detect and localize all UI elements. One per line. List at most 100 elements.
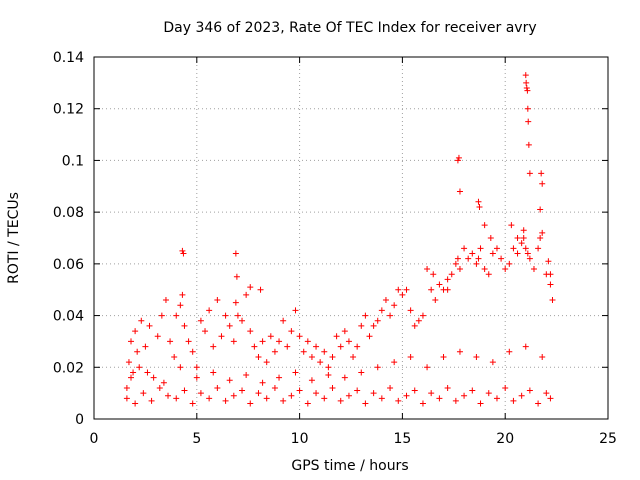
y-tick-label: 0.08 bbox=[53, 205, 84, 221]
data-point bbox=[292, 369, 299, 376]
data-point bbox=[403, 392, 410, 399]
data-point bbox=[444, 286, 451, 293]
data-point bbox=[280, 317, 287, 324]
data-point bbox=[132, 328, 139, 335]
data-point bbox=[247, 328, 254, 335]
grid-layer bbox=[94, 57, 608, 419]
data-point bbox=[181, 387, 188, 394]
data-point bbox=[454, 255, 461, 262]
data-point bbox=[454, 157, 461, 164]
data-point bbox=[243, 372, 250, 379]
data-point bbox=[181, 322, 188, 329]
data-point bbox=[156, 384, 163, 391]
data-point bbox=[465, 255, 472, 262]
data-point bbox=[370, 322, 377, 329]
data-point bbox=[522, 245, 529, 252]
data-point bbox=[255, 353, 262, 360]
data-point bbox=[259, 379, 266, 386]
data-point bbox=[510, 397, 517, 404]
data-point bbox=[197, 317, 204, 324]
data-point bbox=[382, 297, 389, 304]
data-point bbox=[428, 286, 435, 293]
data-point bbox=[535, 400, 542, 407]
y-axis-label: ROTI / TECUs bbox=[6, 192, 22, 284]
data-point bbox=[263, 395, 270, 402]
y-tick-label: 0 bbox=[75, 412, 84, 428]
data-point bbox=[476, 203, 483, 210]
data-point bbox=[444, 384, 451, 391]
data-point bbox=[399, 291, 406, 298]
data-point bbox=[525, 118, 532, 125]
data-point bbox=[308, 377, 315, 384]
data-point bbox=[452, 397, 459, 404]
data-point bbox=[403, 286, 410, 293]
data-point bbox=[524, 87, 531, 94]
data-point bbox=[313, 390, 320, 397]
data-point bbox=[537, 206, 544, 213]
data-point bbox=[251, 343, 258, 350]
data-point bbox=[535, 245, 542, 252]
data-point bbox=[524, 250, 531, 257]
data-point bbox=[271, 384, 278, 391]
data-point bbox=[358, 369, 365, 376]
data-point bbox=[520, 227, 527, 234]
data-point bbox=[518, 240, 525, 247]
data-point bbox=[547, 271, 554, 278]
data-point bbox=[226, 377, 233, 384]
data-point bbox=[158, 312, 165, 319]
data-point bbox=[173, 395, 180, 402]
x-tick-label: 0 bbox=[90, 431, 99, 447]
data-point bbox=[430, 271, 437, 278]
data-point bbox=[549, 297, 556, 304]
data-point bbox=[130, 369, 137, 376]
data-point bbox=[280, 397, 287, 404]
data-point bbox=[493, 395, 500, 402]
data-point bbox=[288, 328, 295, 335]
data-point bbox=[407, 307, 414, 314]
data-point bbox=[177, 364, 184, 371]
data-point bbox=[477, 245, 484, 252]
data-point bbox=[214, 297, 221, 304]
data-point bbox=[520, 235, 527, 241]
data-point bbox=[473, 260, 480, 267]
data-point bbox=[257, 286, 264, 293]
data-point bbox=[539, 353, 546, 360]
data-point bbox=[239, 387, 246, 394]
data-point bbox=[222, 397, 229, 404]
data-point bbox=[362, 312, 369, 319]
data-point bbox=[526, 255, 533, 262]
data-point bbox=[150, 374, 157, 381]
data-point bbox=[206, 307, 213, 314]
data-point bbox=[247, 400, 254, 407]
data-point bbox=[487, 235, 494, 241]
data-point bbox=[321, 395, 328, 402]
x-tick-label: 10 bbox=[291, 431, 309, 447]
data-point bbox=[189, 400, 196, 407]
data-point bbox=[233, 273, 240, 280]
y-tick-label: 0.02 bbox=[53, 360, 84, 376]
data-point bbox=[284, 343, 291, 350]
data-point bbox=[230, 392, 237, 399]
data-point bbox=[366, 333, 373, 340]
data-point bbox=[407, 353, 414, 360]
data-point bbox=[132, 400, 139, 407]
data-point bbox=[510, 245, 517, 252]
data-point bbox=[234, 312, 241, 319]
data-point bbox=[218, 333, 225, 340]
data-point bbox=[539, 180, 546, 187]
data-point bbox=[424, 266, 431, 273]
data-point bbox=[456, 348, 463, 355]
data-point bbox=[545, 258, 552, 265]
data-point bbox=[267, 333, 274, 340]
data-point bbox=[341, 374, 348, 381]
data-point bbox=[165, 392, 172, 399]
data-point bbox=[395, 397, 402, 404]
x-axis-label: GPS time / hours bbox=[291, 458, 408, 474]
data-point bbox=[128, 338, 135, 345]
data-point bbox=[179, 291, 186, 298]
data-point bbox=[259, 338, 266, 345]
data-point bbox=[537, 235, 544, 241]
data-point bbox=[239, 317, 246, 324]
